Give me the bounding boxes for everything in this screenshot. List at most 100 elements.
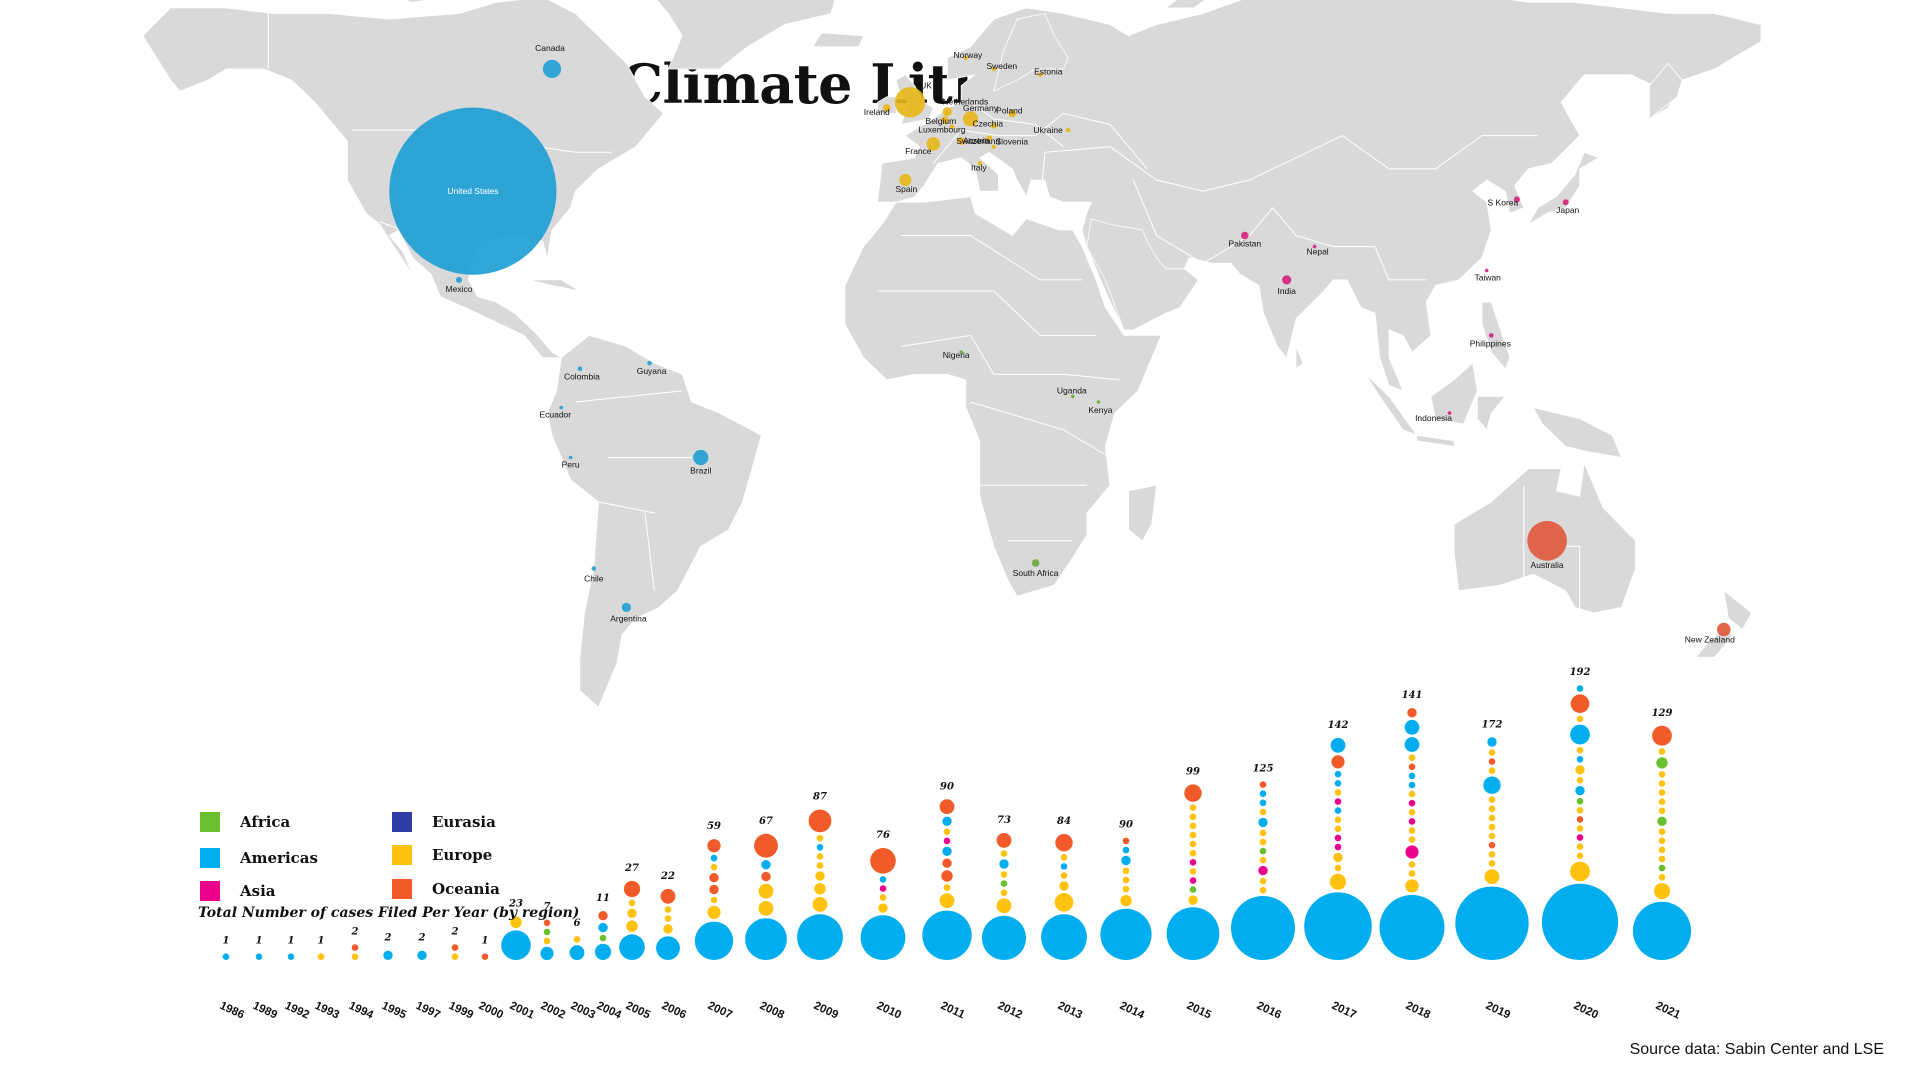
label-netherlands: Netherlands [942,97,988,107]
case-bubble-europe [1658,780,1666,787]
case-bubble-asia [943,837,951,845]
year-column-1993: 1 1993 [313,935,341,1021]
label-ukraine: Ukraine [1034,125,1064,135]
label-nigeria: Nigeria [943,350,970,360]
land-philippines [1481,301,1511,370]
case-bubble-europe [1488,767,1496,774]
case-bubble-oceania [1055,834,1073,852]
label-colombia: Colombia [564,372,600,382]
label-czechia: Czechia [972,119,1003,129]
year-label-2003: 2003 [569,1000,597,1022]
total-label-2020: 192 [1570,667,1591,678]
case-bubble-oceania [1488,758,1496,765]
land-sri-lanka [1295,346,1304,370]
case-bubble-europe [663,924,673,934]
total-label-2018: 141 [1402,690,1423,701]
year-column-2021: 129 2021 [1632,708,1692,1022]
label-new-zealand: New Zealand [1685,635,1735,645]
case-bubble-americas [1404,719,1420,735]
case-bubble-europe [627,908,637,918]
case-bubble-americas [761,860,771,870]
label-japan: Japan [1556,205,1579,215]
legend-swatch-europe [392,845,412,865]
case-bubble-europe [628,899,636,907]
bubble-mexico [456,276,462,283]
bubble-canada [542,59,562,79]
year-column-2011: 90 2011 [922,781,972,1022]
case-bubble-americas [417,950,427,960]
case-bubble-americas [1379,895,1445,960]
case-bubble-europe [1259,808,1267,816]
label-estonia: Estonia [1034,67,1063,77]
bubble-philippines [1489,333,1494,338]
case-bubble-europe [626,920,638,932]
label-peru: Peru [562,460,580,470]
label-united-states: United States [447,186,498,196]
case-bubble-americas [569,945,585,960]
land-new-zealand-s [1695,629,1734,658]
year-column-2003: 6 2003 [569,918,597,1021]
bubble-pakistan [1241,231,1249,240]
label-germany: Germany [963,103,999,113]
total-label-2010: 76 [876,830,890,841]
year-column-2000: 1 2000 [477,935,505,1021]
land-eurasia [877,0,1762,392]
year-column-1992: 1 1992 [283,935,311,1021]
year-label-2019: 2019 [1484,1000,1512,1022]
case-bubble-oceania [1576,816,1584,823]
legend-label-oceania: Oceania [432,880,500,898]
year-column-1995: 2 1995 [380,933,409,1022]
legend-label-africa: Africa [240,813,291,831]
case-bubble-africa [1656,757,1668,769]
case-bubble-europe [1259,829,1267,837]
year-column-2004: 11 2004 [595,893,624,1022]
total-label-2002: 7 [544,902,551,913]
case-bubble-americas [981,915,1027,961]
land-sulawesi [1476,396,1507,431]
case-bubble-europe [1658,828,1666,835]
total-label-2003: 6 [574,918,581,929]
case-bubble-oceania [1407,708,1417,718]
case-bubble-americas [1576,756,1584,763]
year-column-2014: 90 2014 [1100,820,1152,1022]
case-bubble-europe [1259,856,1267,864]
label-luxembourg: Luxembourg [918,125,966,135]
case-bubble-americas [1100,908,1152,961]
case-bubble-americas [1259,790,1267,797]
case-bubble-europe [814,883,826,895]
case-bubble-europe [1658,771,1666,778]
bubble-guyana [647,360,652,366]
year-label-2005: 2005 [624,1000,653,1022]
case-bubble-europe [815,871,825,881]
bubble-brazil [693,449,709,466]
case-bubble-europe [351,953,359,960]
total-label-2001: 23 [508,899,523,910]
case-bubble-europe [939,893,955,909]
total-label-2009: 87 [813,792,827,803]
label-slovenia: Slovenia [995,137,1028,147]
case-bubble-americas [1258,817,1268,828]
country-border [970,401,1111,458]
case-bubble-americas [1455,886,1529,960]
case-bubble-africa [599,934,607,942]
case-bubble-europe [1259,877,1267,885]
case-bubble-europe [710,863,718,871]
case-bubble-oceania [451,944,459,951]
year-label-1999: 1999 [447,1000,475,1022]
country-border [598,501,655,514]
case-bubble-europe [1060,872,1068,879]
case-bubble-europe [878,903,888,913]
label-philippines: Philippines [1470,338,1511,348]
case-bubble-europe [1333,852,1343,863]
case-bubble-europe [1120,895,1132,907]
total-label-2011: 90 [940,781,954,792]
total-label-1993: 1 [318,935,325,946]
case-bubble-africa [1000,880,1008,887]
case-bubble-europe [1658,798,1666,805]
total-label-2017: 142 [1328,720,1349,731]
country-border [1132,179,1204,264]
case-bubble-americas [255,953,263,960]
total-label-2005: 27 [624,863,639,874]
bubble-india [1282,275,1292,285]
